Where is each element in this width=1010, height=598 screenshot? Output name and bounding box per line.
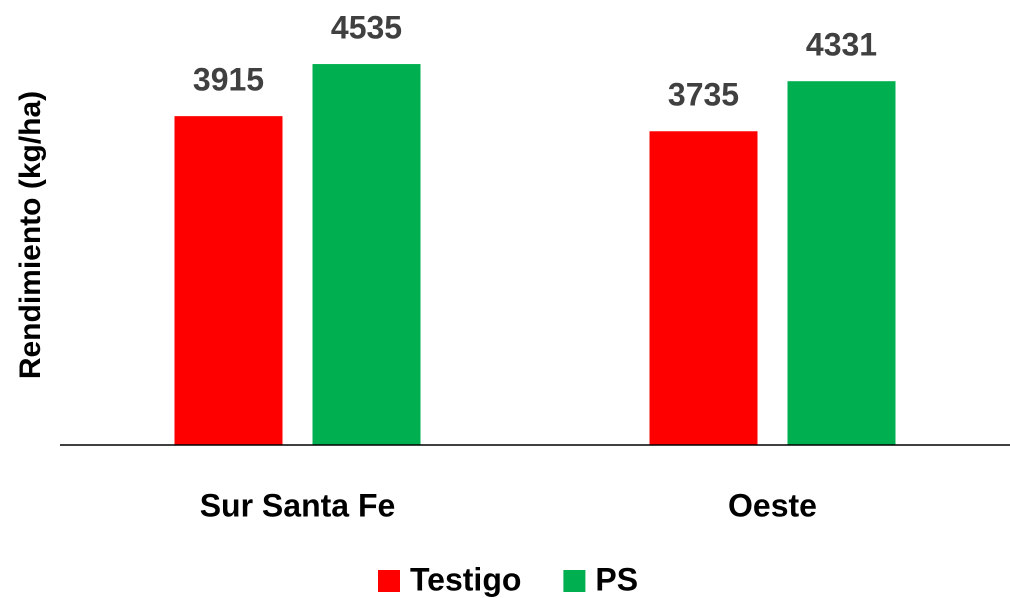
value-label: 3735 <box>668 77 739 113</box>
bar <box>787 81 896 446</box>
value-label: 4331 <box>806 27 877 63</box>
bar <box>649 131 758 445</box>
x-tick-label: Sur Santa Fe <box>200 487 396 523</box>
bar <box>312 64 421 445</box>
legend-label: PS <box>595 561 638 597</box>
legend-swatch <box>378 570 400 592</box>
legend-label: Testigo <box>410 561 521 597</box>
bar <box>174 116 283 445</box>
value-label: 3915 <box>193 62 264 98</box>
x-tick-label: Oeste <box>728 487 817 523</box>
legend-swatch <box>563 570 586 592</box>
value-label: 4535 <box>331 10 402 46</box>
y-axis-title: Rendimiento (kg/ha) <box>14 91 47 379</box>
